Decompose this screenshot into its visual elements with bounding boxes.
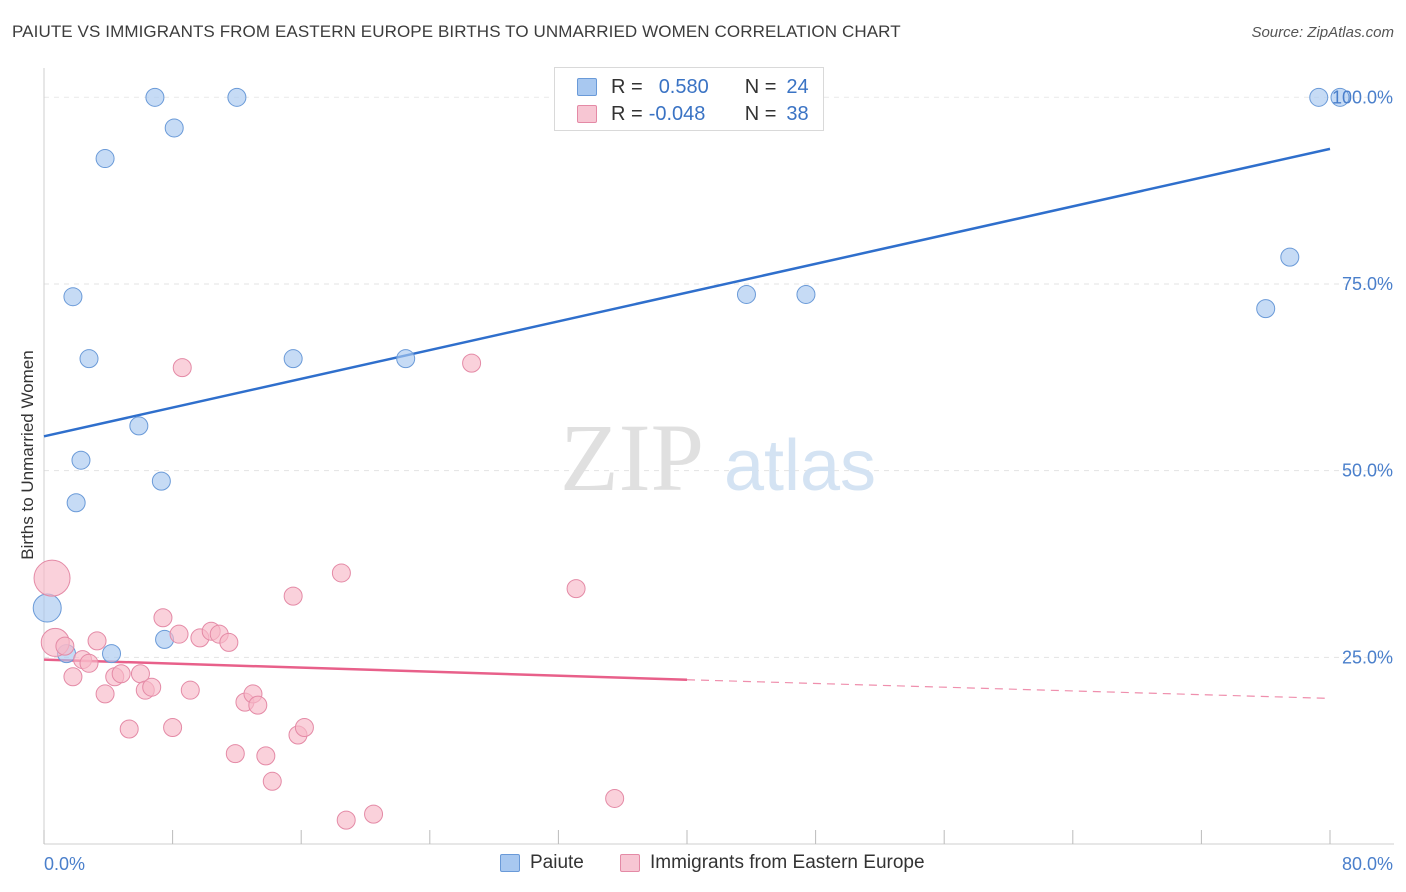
watermark-atlas: atlas	[724, 426, 876, 506]
point-paiute	[95, 149, 115, 169]
legend-r-label: R =	[611, 102, 643, 125]
chart-source: Source: ZipAtlas.com	[1251, 24, 1394, 41]
point-paiute	[145, 87, 165, 107]
point-paiute	[66, 493, 86, 513]
point-eastern-europe	[79, 653, 99, 673]
y-tick-label: 75.0%	[1342, 274, 1393, 294]
bottom-legend-eastern-europe: Immigrants from Eastern Europe	[620, 852, 925, 874]
point-eastern-europe	[248, 695, 268, 715]
gridlines	[44, 96, 1394, 658]
legend-label-paiute: Paiute	[530, 852, 584, 873]
trend-lines	[43, 147, 1331, 699]
legend-r-value: 0.580	[658, 75, 709, 98]
bottom-legend-paiute: Paiute	[500, 852, 584, 874]
point-eastern-europe	[95, 684, 115, 704]
watermark-zip: ZIP	[560, 404, 704, 511]
watermark: ZIP atlas	[560, 404, 876, 511]
point-paiute	[736, 284, 756, 304]
point-eastern-europe	[142, 677, 162, 697]
legend-row-eastern-europe: R = -0.048 N = 38	[577, 102, 809, 126]
y-tick-label: 50.0%	[1342, 461, 1393, 481]
point-eastern-europe	[180, 680, 200, 700]
x-tick-label: 80.0%	[1342, 854, 1393, 874]
point-eastern-europe	[163, 718, 183, 738]
legend-n-label: N =	[744, 75, 777, 98]
point-paiute	[63, 287, 83, 307]
legend-label-eastern-europe: Immigrants from Eastern Europe	[650, 852, 925, 873]
point-paiute	[71, 450, 91, 470]
point-paiute	[796, 284, 816, 304]
point-paiute	[79, 349, 99, 369]
point-eastern-europe	[63, 667, 83, 687]
point-eastern-europe	[219, 632, 239, 652]
point-paiute	[1309, 87, 1329, 107]
point-eastern-europe	[111, 664, 131, 684]
point-eastern-europe	[605, 788, 625, 808]
point-paiute	[283, 349, 303, 369]
point-paiute	[102, 644, 122, 664]
point-eastern-europe	[283, 586, 303, 606]
legend-swatch-eastern-europe	[620, 854, 640, 872]
point-eastern-europe	[33, 559, 71, 597]
legend-swatch-paiute	[577, 78, 597, 96]
point-paiute	[396, 349, 416, 369]
point-eastern-europe	[153, 608, 173, 628]
point-eastern-europe	[294, 718, 314, 738]
legend-swatch-paiute	[500, 854, 520, 872]
point-paiute	[129, 416, 149, 436]
point-eastern-europe	[364, 804, 384, 824]
point-eastern-europe	[225, 744, 245, 764]
axes	[43, 68, 1394, 845]
trend-line-eastern-europe	[43, 658, 688, 681]
legend-swatch-eastern-europe	[577, 105, 597, 123]
point-eastern-europe	[169, 624, 189, 644]
chart-title: PAIUTE VS IMMIGRANTS FROM EASTERN EUROPE…	[12, 22, 901, 41]
data-points	[32, 87, 1350, 830]
legend-n-value: 38	[786, 102, 809, 125]
legend-n-value: 24	[786, 75, 809, 98]
point-paiute	[151, 471, 171, 491]
y-tick-label: 100.0%	[1332, 87, 1393, 107]
point-eastern-europe	[462, 353, 482, 373]
x-tick-label: 0.0%	[44, 854, 85, 874]
trend-line-eastern-europe-extension	[686, 679, 1331, 699]
legend-row-paiute: R = 0.580 N = 24	[577, 75, 809, 99]
point-paiute	[164, 118, 184, 138]
point-paiute	[1330, 87, 1350, 107]
point-eastern-europe	[172, 358, 192, 378]
point-eastern-europe	[55, 636, 75, 656]
legend-r-value: -0.048	[648, 102, 706, 125]
point-eastern-europe	[331, 563, 351, 583]
point-eastern-europe	[256, 746, 276, 766]
point-eastern-europe	[336, 810, 356, 830]
legend-n-label: N =	[744, 102, 777, 125]
point-paiute	[1280, 247, 1300, 267]
y-tick-label: 25.0%	[1342, 647, 1393, 667]
point-paiute	[32, 593, 62, 623]
point-paiute	[227, 87, 247, 107]
trend-line-paiute	[43, 147, 1331, 438]
tick-labels: 25.0% 50.0% 75.0% 100.0% 0.0% 80.0%	[44, 87, 1393, 874]
point-eastern-europe	[119, 719, 139, 739]
point-paiute	[1256, 299, 1276, 319]
point-eastern-europe	[262, 771, 282, 791]
point-eastern-europe	[87, 631, 107, 651]
point-eastern-europe	[566, 579, 586, 599]
legend-r-label: R =	[611, 75, 643, 98]
stats-legend: R = 0.580 N = 24 R = -0.048 N = 38	[554, 67, 824, 131]
